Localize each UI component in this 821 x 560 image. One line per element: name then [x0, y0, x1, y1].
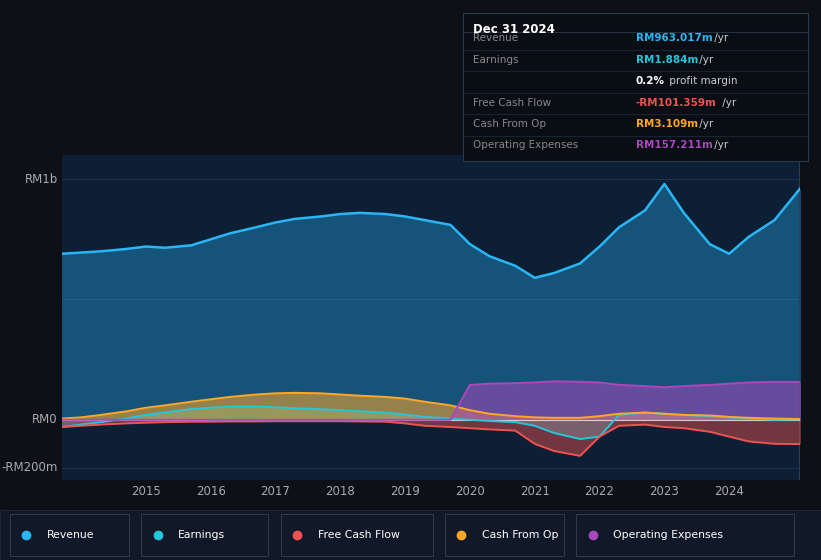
Text: RM3.109m: RM3.109m [635, 119, 698, 129]
Text: profit margin: profit margin [666, 76, 737, 86]
Text: RM157.211m: RM157.211m [635, 141, 713, 151]
Text: Dec 31 2024: Dec 31 2024 [474, 24, 555, 36]
Text: -RM101.359m: -RM101.359m [635, 97, 717, 108]
Text: RM1.884m: RM1.884m [635, 55, 698, 64]
Text: /yr: /yr [712, 33, 729, 43]
Text: /yr: /yr [719, 97, 736, 108]
Text: /yr: /yr [696, 119, 713, 129]
Text: Earnings: Earnings [474, 55, 519, 64]
Text: /yr: /yr [712, 141, 729, 151]
Text: RM1b: RM1b [25, 172, 57, 186]
Text: Revenue: Revenue [47, 530, 94, 540]
Text: Free Cash Flow: Free Cash Flow [474, 97, 552, 108]
Text: 0.2%: 0.2% [635, 76, 664, 86]
Text: Cash From Op: Cash From Op [482, 530, 558, 540]
Text: Free Cash Flow: Free Cash Flow [318, 530, 400, 540]
Text: Revenue: Revenue [474, 33, 519, 43]
Text: Earnings: Earnings [178, 530, 225, 540]
Text: -RM200m: -RM200m [2, 461, 57, 474]
Text: Cash From Op: Cash From Op [474, 119, 546, 129]
Text: Operating Expenses: Operating Expenses [474, 141, 579, 151]
Text: RM963.017m: RM963.017m [635, 33, 713, 43]
Text: Operating Expenses: Operating Expenses [613, 530, 723, 540]
Text: RM0: RM0 [32, 413, 57, 426]
Text: /yr: /yr [696, 55, 713, 64]
